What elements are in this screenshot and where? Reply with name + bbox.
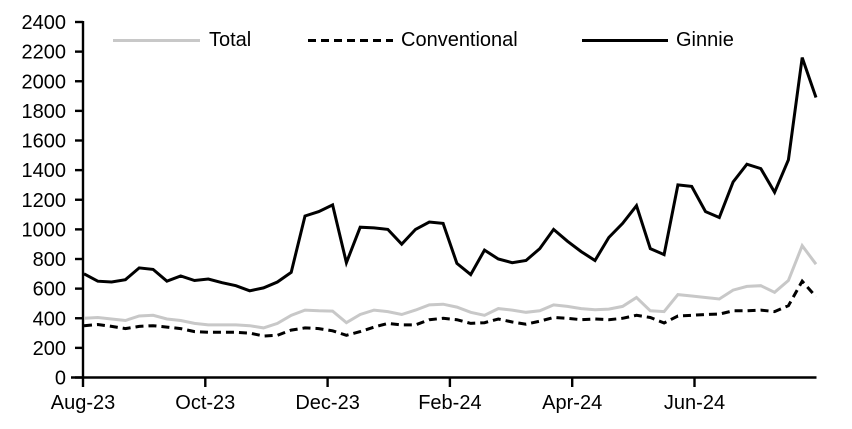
total-line [83, 242, 818, 330]
y-tick-label: 1600 [22, 131, 67, 153]
axes [71, 21, 817, 379]
y-tick-label: 1000 [22, 219, 67, 241]
x-tick-label: Oct-23 [175, 392, 235, 414]
y-tick-label: 1400 [22, 160, 67, 182]
x-tick-label: Feb-24 [418, 392, 481, 414]
y-tick-label: 2000 [22, 71, 67, 93]
y-tick-label: 600 [33, 279, 66, 301]
conventional-line [83, 278, 818, 338]
x-tick-label: Jun-24 [664, 392, 725, 414]
x-tick-label: Aug-23 [51, 392, 116, 414]
y-tick-label: 200 [33, 338, 66, 360]
ginnie-line [83, 57, 818, 293]
x-tick-label: Apr-24 [542, 392, 602, 414]
y-tick-label: 2400 [22, 12, 67, 34]
y-tick-label: 1800 [22, 101, 67, 123]
y-tick-label: 400 [33, 308, 66, 330]
y-axis-ticks: 0 200 400 600 800 1000 1200 1400 1600 1800 2000 220… [22, 12, 83, 390]
x-tick-label: Dec-23 [295, 392, 359, 414]
y-tick-label: 0 [55, 368, 66, 390]
x-axis-ticks: Aug-23 Oct-23 Dec-23 Feb-24 Apr-24 Jun-24 [51, 377, 725, 414]
data-series [83, 57, 818, 338]
y-tick-label: 2200 [22, 42, 67, 64]
y-tick-label: 1200 [22, 190, 67, 212]
y-tick-label: 800 [33, 249, 66, 271]
